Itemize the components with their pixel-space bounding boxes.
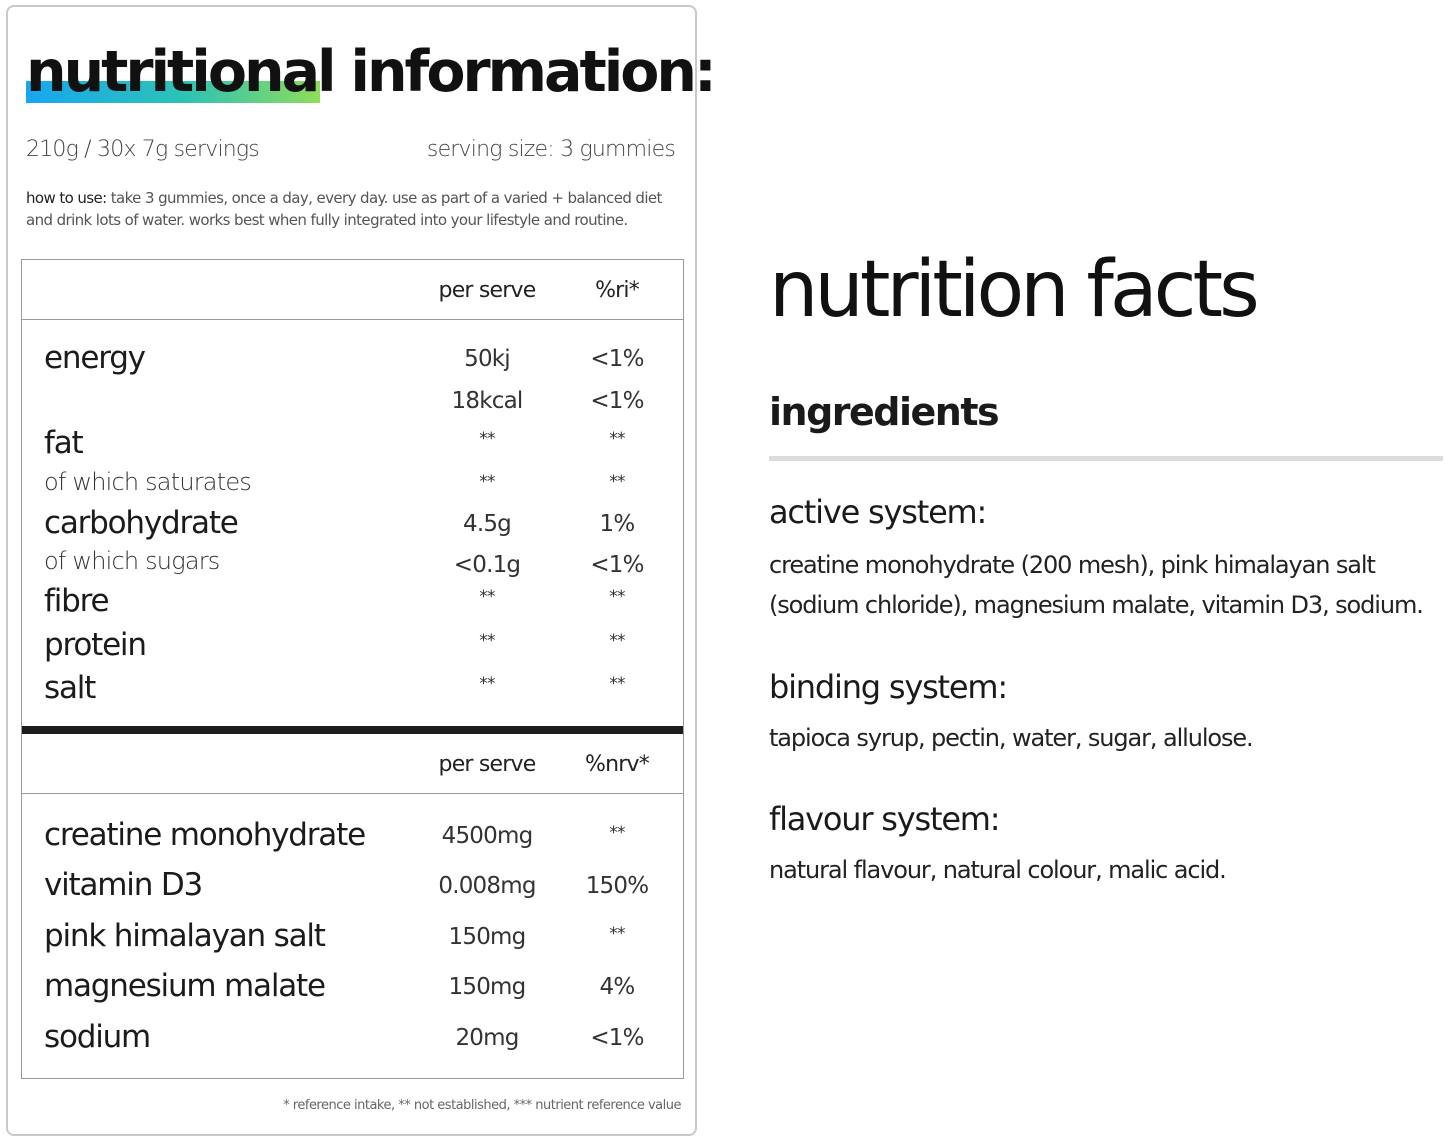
serving-size: serving size: 3 gummies xyxy=(426,137,676,162)
table1-col-per-serve: per serve xyxy=(438,278,537,303)
pack-size: 210g / 30x 7g servings xyxy=(26,137,260,162)
row-percent: ** xyxy=(609,924,625,944)
title-gradient-highlight xyxy=(26,81,320,103)
row-label: fat xyxy=(44,425,84,461)
row-label: salt xyxy=(44,670,96,706)
table2-col-per-serve: per serve xyxy=(438,752,537,777)
row-label: sodium xyxy=(44,1019,151,1055)
row-label: magnesium malate xyxy=(44,968,326,1004)
row-sublabel: of which sugars xyxy=(44,547,220,575)
row-per-serve: 50kj xyxy=(464,346,511,372)
row-per-serve: 18kcal xyxy=(451,388,524,414)
row-percent: ** xyxy=(609,429,625,449)
nutrition-panel: nutritional information: 210g / 30x 7g s… xyxy=(6,5,717,1136)
row-percent: <1% xyxy=(590,1025,644,1051)
row-per-serve: 20mg xyxy=(455,1025,519,1051)
row-label: energy xyxy=(44,340,146,376)
table2-header: per serve %nrv* xyxy=(22,734,683,794)
ingredients-heading: ingredients xyxy=(769,390,1000,434)
binding-system-text: tapioca syrup, pectin, water, sugar, all… xyxy=(769,724,1254,752)
row-per-serve: ** xyxy=(479,429,495,449)
footnote: * reference intake, ** not established, … xyxy=(283,1098,681,1113)
panel-title-wrap: nutritional information: xyxy=(26,39,717,109)
row-label: creatine monohydrate xyxy=(44,817,366,853)
flavour-system-text: natural flavour, natural colour, malic a… xyxy=(769,856,1227,884)
how-to-use-label: how to use: xyxy=(26,189,107,207)
row-percent: <1% xyxy=(590,388,644,414)
ingredients-divider xyxy=(769,456,1443,461)
row-percent: ** xyxy=(609,823,625,843)
row-percent: 4% xyxy=(599,974,636,1000)
row-percent: ** xyxy=(609,472,625,492)
row-per-serve: 150mg xyxy=(448,974,527,1000)
row-percent: 1% xyxy=(599,511,636,537)
row-label: vitamin D3 xyxy=(44,867,203,903)
table-section-divider xyxy=(22,726,683,734)
row-per-serve: ** xyxy=(479,674,495,694)
row-per-serve: ** xyxy=(479,587,495,607)
table2-col-nrv: %nrv* xyxy=(585,752,650,777)
row-sublabel: of which saturates xyxy=(44,468,252,496)
how-to-use-text: take 3 gummies, once a day, every day. u… xyxy=(26,189,662,229)
nutrition-table: per serve %ri* energy 50kj <1% 18kcal <1… xyxy=(21,259,684,1079)
row-per-serve: 0.008mg xyxy=(438,873,536,899)
how-to-use: how to use: take 3 gummies, once a day, … xyxy=(26,187,686,231)
table1-col-ri: %ri* xyxy=(595,278,640,303)
row-per-serve: 4.5g xyxy=(463,511,512,537)
row-per-serve: ** xyxy=(479,472,495,492)
row-per-serve: 4500mg xyxy=(441,823,534,849)
row-percent: <1% xyxy=(590,346,644,372)
row-label: fibre xyxy=(44,583,110,619)
row-percent: ** xyxy=(609,631,625,651)
row-percent: ** xyxy=(609,587,625,607)
active-system-text: creatine monohydrate (200 mesh), pink hi… xyxy=(769,551,1424,619)
row-label: protein xyxy=(44,627,147,663)
row-per-serve: 150mg xyxy=(448,924,527,950)
facts-title: nutrition facts xyxy=(769,245,1260,335)
row-label: carbohydrate xyxy=(44,505,239,541)
table1-header: per serve %ri* xyxy=(22,260,683,320)
active-system-heading: active system: xyxy=(769,493,987,531)
row-percent: ** xyxy=(609,674,625,694)
row-per-serve: ** xyxy=(479,631,495,651)
row-percent: 150% xyxy=(585,873,649,899)
binding-system-heading: binding system: xyxy=(769,668,1008,706)
panel-title: nutritional information: xyxy=(26,39,717,105)
flavour-system-heading: flavour system: xyxy=(769,800,1001,838)
row-per-serve: <0.1g xyxy=(453,552,521,578)
row-label: pink himalayan salt xyxy=(44,918,326,954)
row-percent: <1% xyxy=(590,552,644,578)
